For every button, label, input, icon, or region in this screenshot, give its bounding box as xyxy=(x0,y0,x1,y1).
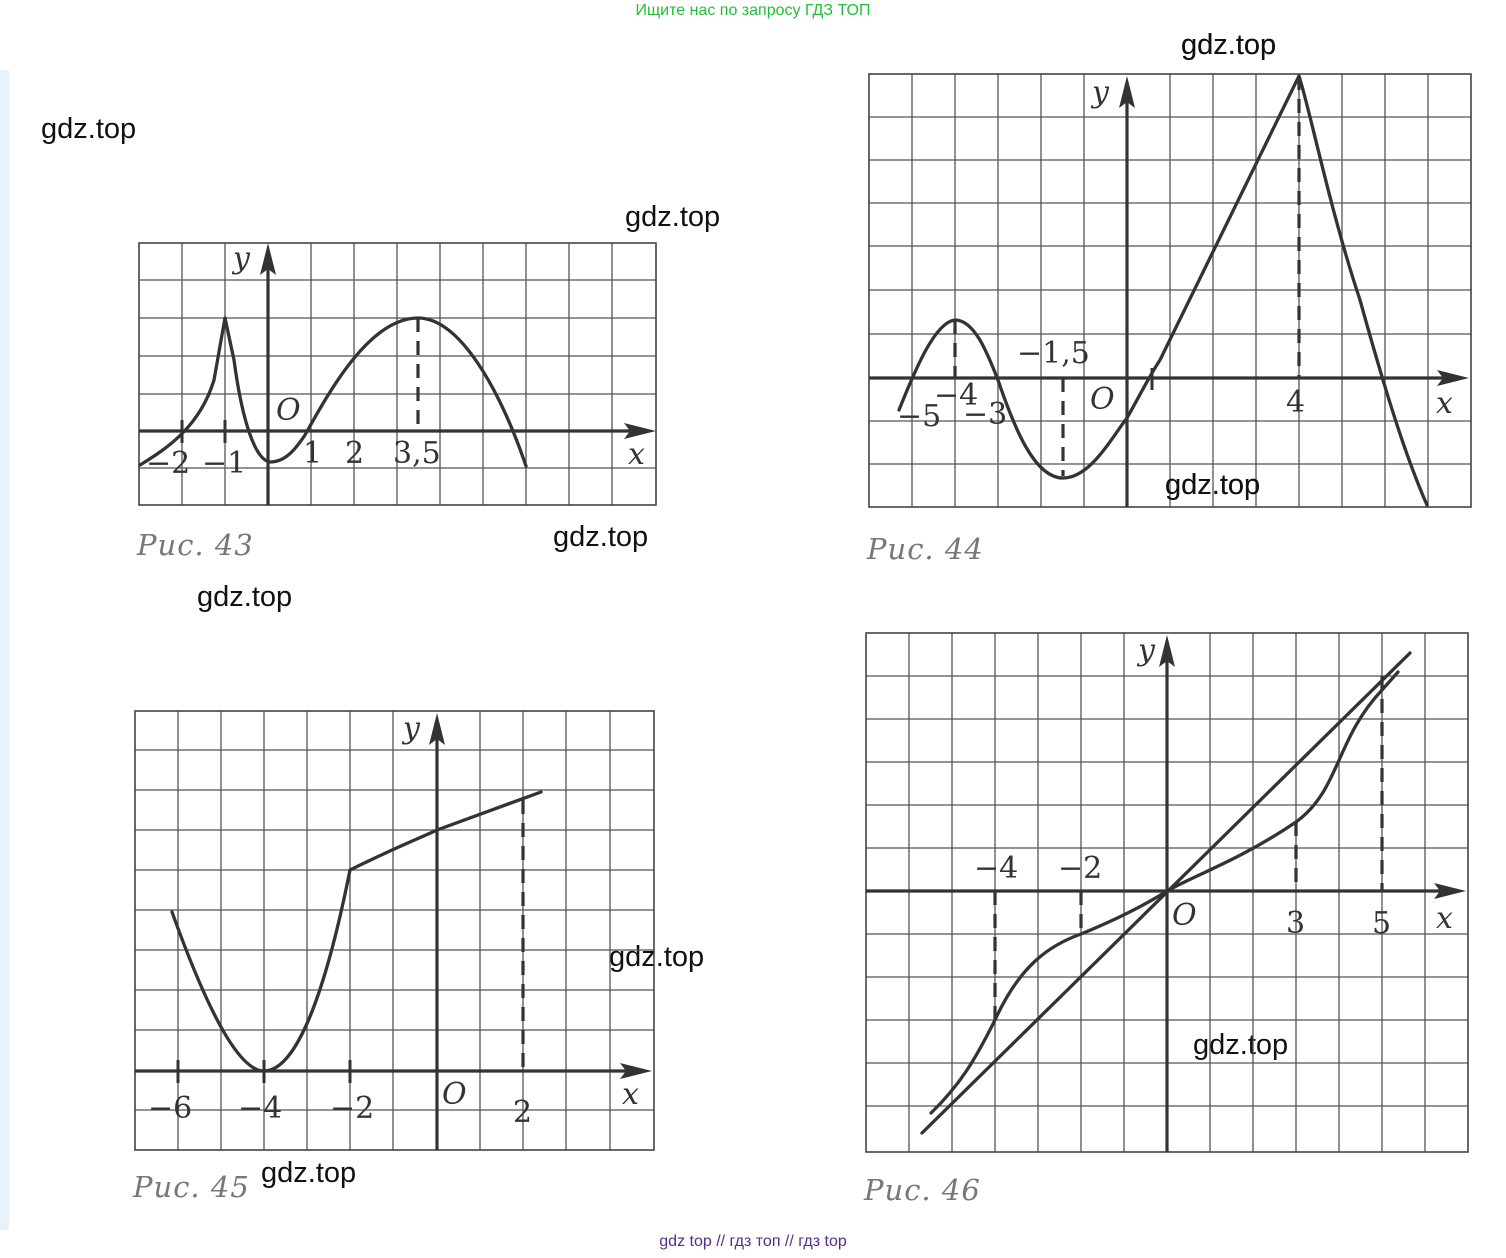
figure-44-tick-label: −5 xyxy=(897,399,941,434)
watermark: gdz.top xyxy=(261,1157,357,1189)
figure-44-tick-label: −3 xyxy=(963,397,1007,432)
figure-43-caption: Рис. 43 xyxy=(137,528,254,562)
figure-44-curve xyxy=(897,74,1429,507)
figure-43-origin-label: O xyxy=(276,393,301,428)
figure-45-x-label: x xyxy=(622,1077,639,1112)
figure-43-x-label: x xyxy=(628,437,645,472)
figure-46-y-label: y xyxy=(1136,633,1156,668)
figure-45-tick-label: −6 xyxy=(148,1091,192,1126)
figure-45-tick-label: −2 xyxy=(330,1091,374,1126)
watermark: gdz.top xyxy=(1193,1029,1289,1061)
figure-43-tick-label: 2 xyxy=(345,436,364,471)
figure-46-x-label: x xyxy=(1436,901,1453,936)
watermark: gdz.top xyxy=(625,201,721,233)
figure-45-tick-label: 2 xyxy=(513,1095,532,1130)
figure-44-x-label: x xyxy=(1436,386,1453,421)
figure-43-curve xyxy=(138,316,528,468)
figure-46-curve xyxy=(929,670,1400,1115)
watermark: gdz.top xyxy=(41,113,137,145)
figure-45-curve xyxy=(170,790,543,1073)
figure-46-origin-label: O xyxy=(1172,898,1197,933)
figure-45-tick-label: −4 xyxy=(238,1091,282,1126)
page-edge-shadow xyxy=(0,70,9,1230)
figure-46-tick-label: −2 xyxy=(1058,851,1102,886)
figure-45-caption: Рис. 45 xyxy=(133,1170,250,1204)
figure-44-tick-label: −1,5 xyxy=(1017,336,1090,371)
figure-43-tick-label: −2 xyxy=(146,446,190,481)
figure-44-tick-label: 4 xyxy=(1286,385,1305,420)
figure-45-y-label: y xyxy=(401,711,421,746)
figure-46-tick-label: −4 xyxy=(974,851,1018,886)
figure-44-grid xyxy=(869,74,1471,507)
figure-44-origin-label: O xyxy=(1090,382,1115,417)
bottom-site-links[interactable]: gdz top // гдз топ // гдз top xyxy=(659,1233,847,1250)
top-search-note[interactable]: Ищите нас по запросу ГДЗ ТОП xyxy=(635,2,871,19)
watermark: gdz.top xyxy=(197,581,293,613)
watermark: gdz.top xyxy=(1165,469,1261,501)
watermark: gdz.top xyxy=(609,941,705,973)
figure-43-tick-label: −1 xyxy=(202,446,246,481)
watermark: gdz.top xyxy=(1181,29,1277,61)
figure-46-caption: Рис. 46 xyxy=(864,1173,981,1207)
figure-46-tick-label: 3 xyxy=(1286,906,1305,941)
figure-45-grid xyxy=(135,711,654,1150)
figure-43-grid xyxy=(139,243,656,505)
watermark: gdz.top xyxy=(1181,29,1277,61)
figure-45-origin-label: O xyxy=(442,1077,467,1112)
figure-44-y-label: y xyxy=(1090,75,1110,110)
figure-46-tick-label: 5 xyxy=(1372,906,1391,941)
figure-43-tick-label: 1 xyxy=(303,436,322,471)
watermark: gdz.top xyxy=(553,521,649,553)
figure-43-y-label: y xyxy=(231,241,251,276)
figure-44-caption: Рис. 44 xyxy=(867,532,984,566)
figure-44-tick-label: −4 xyxy=(934,378,978,413)
figure-43-tick-label: 3,5 xyxy=(393,436,441,471)
